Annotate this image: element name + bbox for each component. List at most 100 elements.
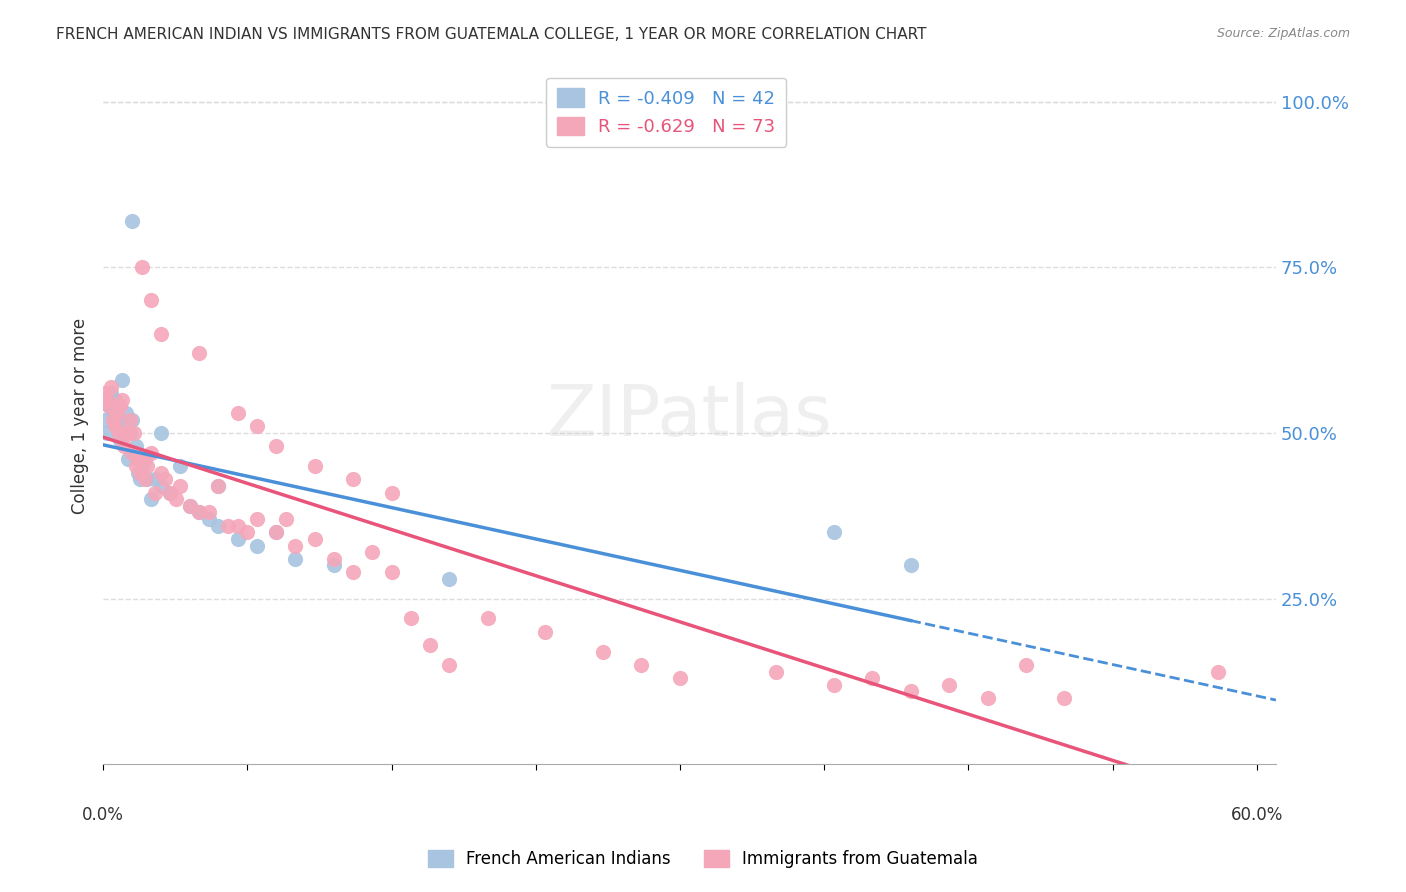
Point bbox=[111, 392, 134, 407]
Point bbox=[342, 565, 364, 579]
Point bbox=[226, 518, 249, 533]
Point bbox=[938, 678, 960, 692]
Point bbox=[104, 419, 127, 434]
Point bbox=[100, 379, 122, 393]
Point bbox=[125, 439, 148, 453]
Point bbox=[127, 452, 149, 467]
Point bbox=[122, 425, 145, 440]
Point bbox=[97, 400, 120, 414]
Point bbox=[534, 624, 557, 639]
Point bbox=[134, 452, 156, 467]
Point bbox=[111, 373, 134, 387]
Point bbox=[437, 572, 460, 586]
Point bbox=[104, 392, 127, 407]
Point bbox=[188, 506, 211, 520]
Point bbox=[304, 532, 326, 546]
Point bbox=[101, 413, 124, 427]
Point bbox=[860, 671, 883, 685]
Point bbox=[1206, 665, 1229, 679]
Point bbox=[153, 472, 176, 486]
Point bbox=[131, 260, 153, 275]
Point bbox=[121, 446, 143, 460]
Point bbox=[94, 386, 117, 401]
Point bbox=[136, 472, 159, 486]
Point bbox=[96, 425, 118, 440]
Point bbox=[141, 492, 163, 507]
Point bbox=[284, 552, 307, 566]
Point bbox=[207, 479, 229, 493]
Point bbox=[159, 485, 181, 500]
Point bbox=[131, 452, 153, 467]
Text: ZIPatlas: ZIPatlas bbox=[547, 382, 832, 450]
Point bbox=[100, 386, 122, 401]
Point bbox=[112, 425, 135, 440]
Point bbox=[380, 565, 402, 579]
Point bbox=[322, 558, 344, 573]
Point bbox=[198, 512, 221, 526]
Point bbox=[94, 413, 117, 427]
Point bbox=[246, 512, 269, 526]
Point bbox=[141, 293, 163, 308]
Point bbox=[141, 446, 163, 460]
Legend: R = -0.409   N = 42, R = -0.629   N = 73: R = -0.409 N = 42, R = -0.629 N = 73 bbox=[546, 78, 786, 147]
Point bbox=[976, 691, 998, 706]
Point bbox=[128, 472, 150, 486]
Point bbox=[143, 485, 166, 500]
Point bbox=[188, 506, 211, 520]
Point bbox=[134, 472, 156, 486]
Point bbox=[97, 400, 120, 414]
Point bbox=[284, 539, 307, 553]
Point bbox=[1015, 657, 1038, 672]
Point bbox=[246, 539, 269, 553]
Point bbox=[107, 425, 129, 440]
Point bbox=[149, 479, 172, 493]
Point bbox=[125, 459, 148, 474]
Point bbox=[437, 657, 460, 672]
Point bbox=[823, 525, 845, 540]
Point bbox=[322, 552, 344, 566]
Point bbox=[128, 466, 150, 480]
Point bbox=[198, 506, 221, 520]
Point bbox=[765, 665, 787, 679]
Point bbox=[342, 472, 364, 486]
Point bbox=[169, 459, 191, 474]
Point bbox=[217, 518, 239, 533]
Point bbox=[274, 512, 297, 526]
Point bbox=[112, 439, 135, 453]
Point bbox=[115, 406, 138, 420]
Point bbox=[823, 678, 845, 692]
Point bbox=[900, 684, 922, 698]
Point bbox=[118, 425, 141, 440]
Point bbox=[159, 485, 181, 500]
Text: 0.0%: 0.0% bbox=[82, 806, 124, 824]
Point bbox=[179, 499, 201, 513]
Point bbox=[136, 459, 159, 474]
Point bbox=[96, 392, 118, 407]
Point bbox=[117, 452, 139, 467]
Point bbox=[1053, 691, 1076, 706]
Legend: French American Indians, Immigrants from Guatemala: French American Indians, Immigrants from… bbox=[420, 843, 986, 875]
Point bbox=[165, 492, 187, 507]
Point bbox=[115, 425, 138, 440]
Point bbox=[399, 611, 422, 625]
Point bbox=[361, 545, 384, 559]
Point bbox=[121, 413, 143, 427]
Point bbox=[207, 479, 229, 493]
Point bbox=[264, 525, 287, 540]
Point bbox=[149, 425, 172, 440]
Y-axis label: College, 1 year or more: College, 1 year or more bbox=[72, 318, 89, 515]
Point bbox=[246, 419, 269, 434]
Point bbox=[101, 406, 124, 420]
Point bbox=[188, 346, 211, 360]
Point bbox=[264, 525, 287, 540]
Text: FRENCH AMERICAN INDIAN VS IMMIGRANTS FROM GUATEMALA COLLEGE, 1 YEAR OR MORE CORR: FRENCH AMERICAN INDIAN VS IMMIGRANTS FRO… bbox=[56, 27, 927, 42]
Point bbox=[127, 466, 149, 480]
Point bbox=[236, 525, 259, 540]
Point bbox=[149, 466, 172, 480]
Point bbox=[105, 419, 128, 434]
Point bbox=[900, 558, 922, 573]
Text: 60.0%: 60.0% bbox=[1230, 806, 1282, 824]
Point bbox=[179, 499, 201, 513]
Point bbox=[105, 406, 128, 420]
Point bbox=[592, 645, 614, 659]
